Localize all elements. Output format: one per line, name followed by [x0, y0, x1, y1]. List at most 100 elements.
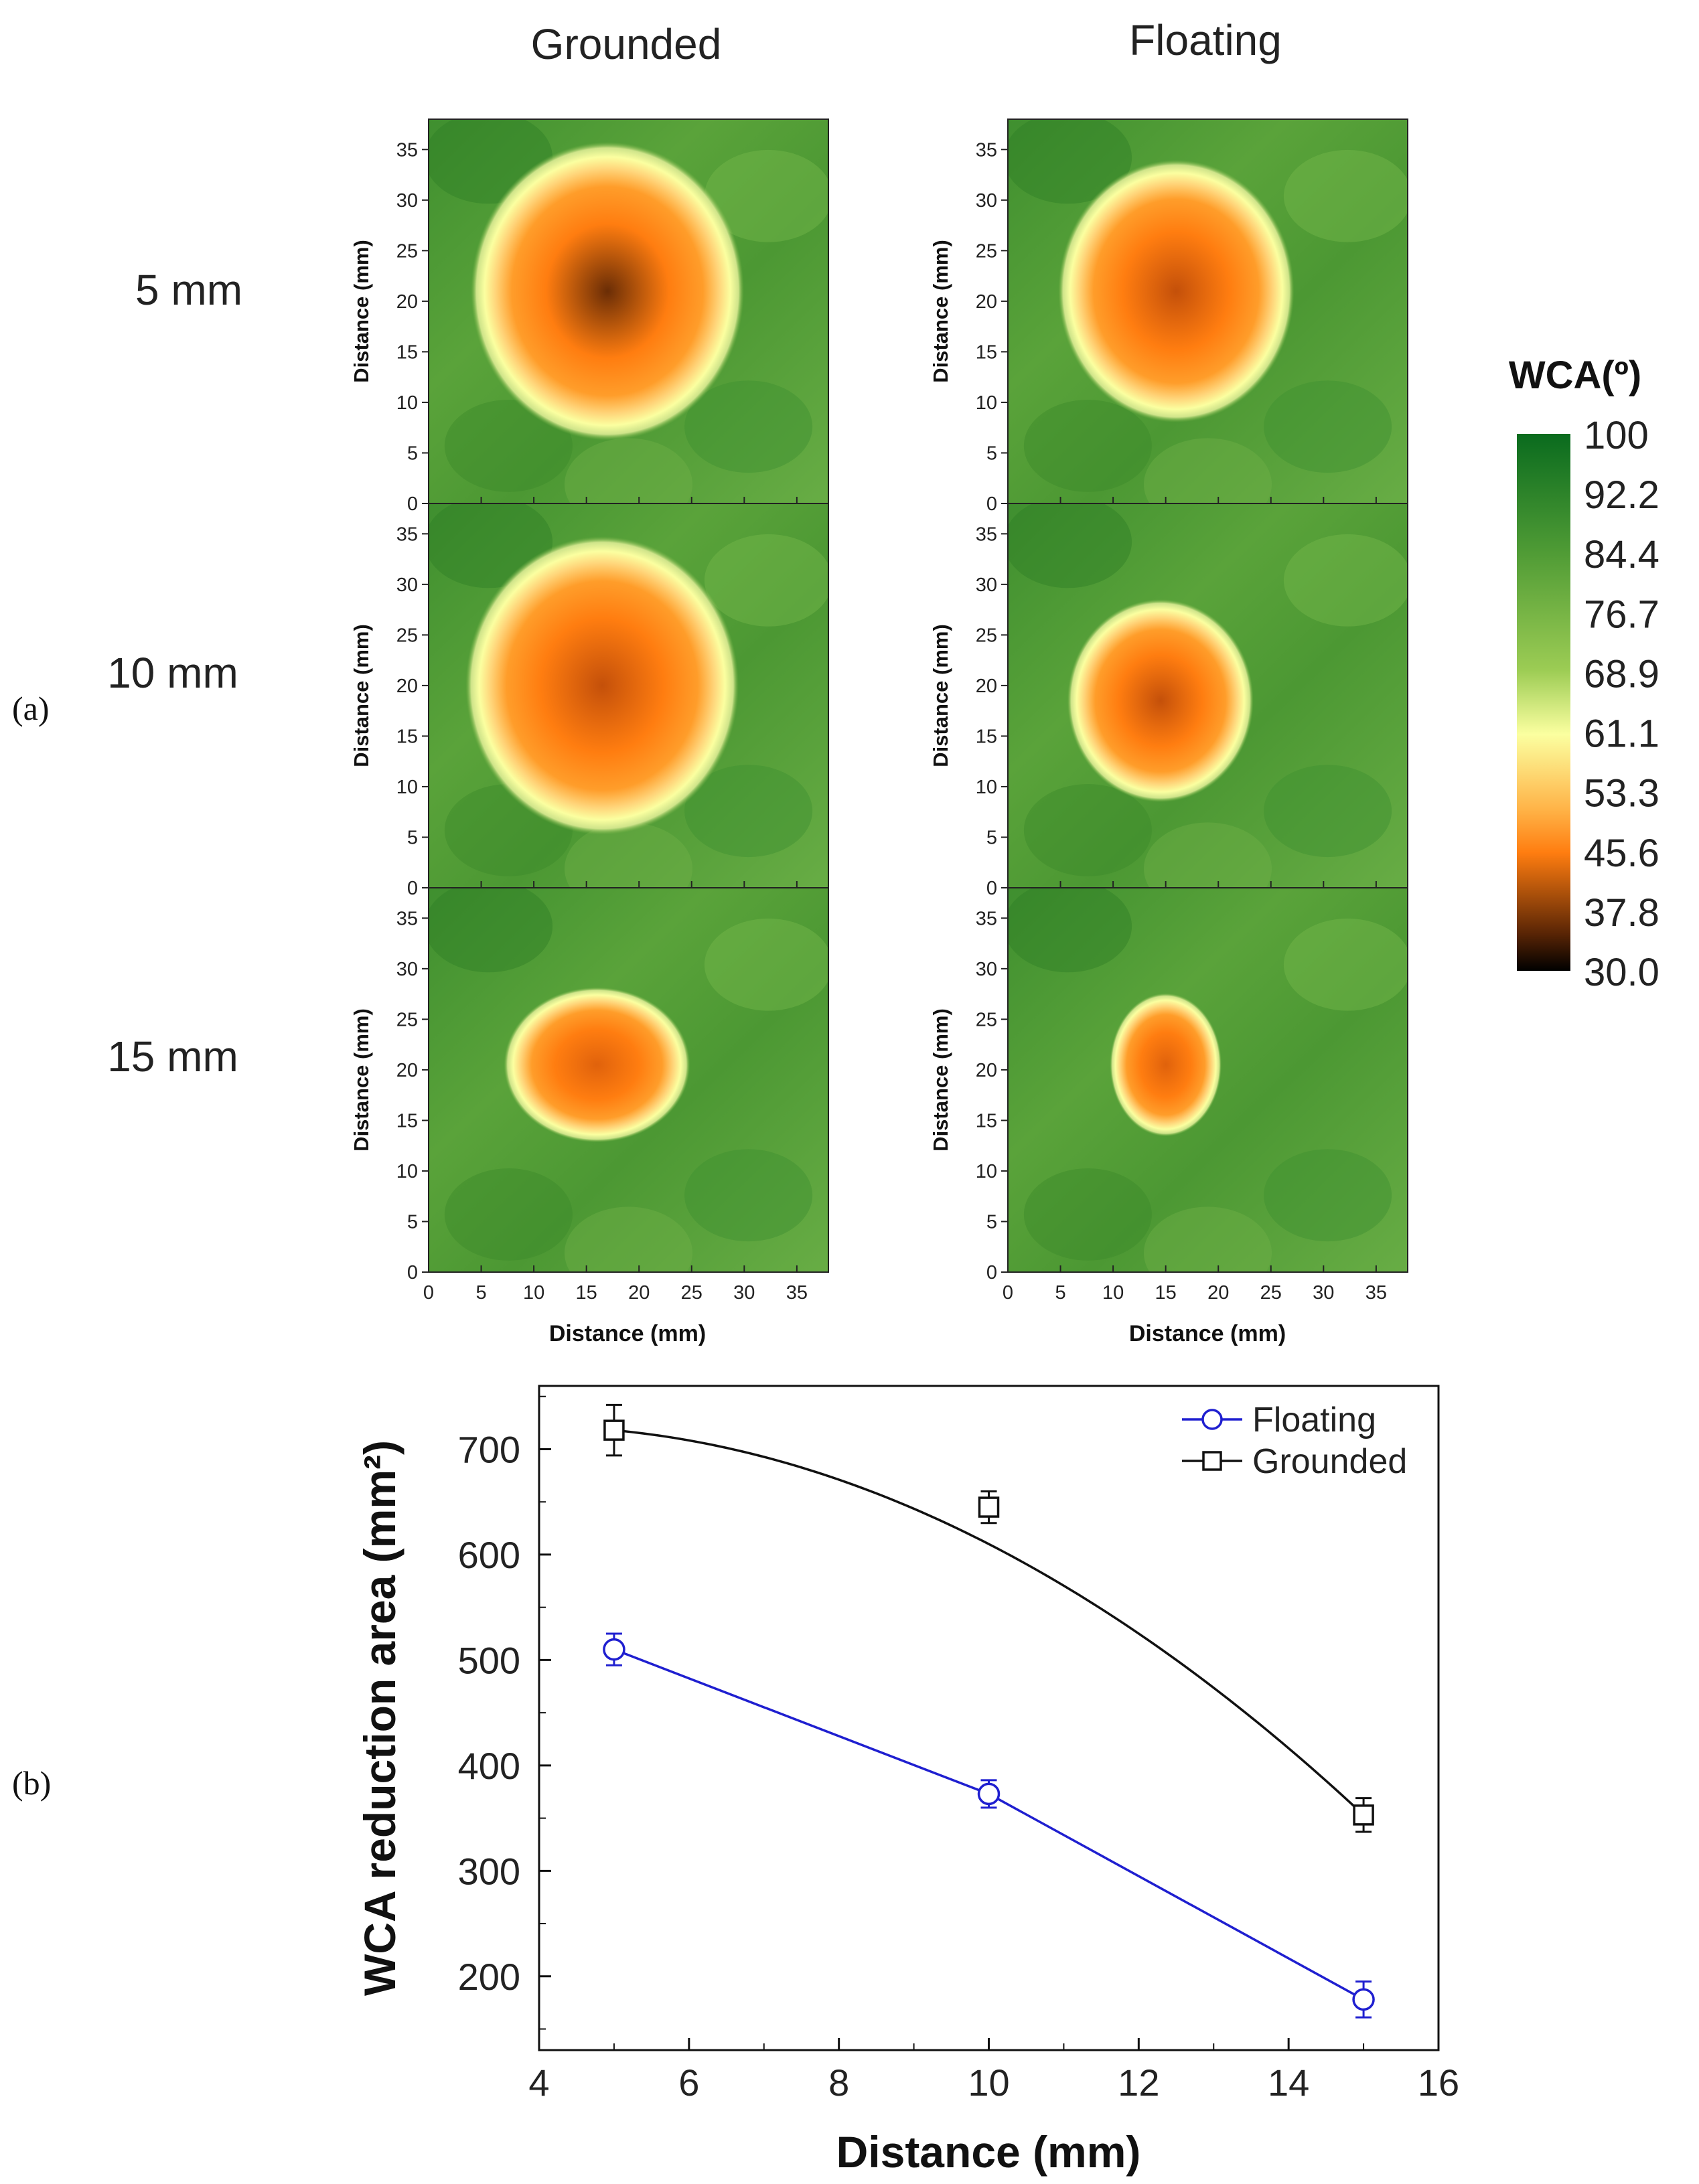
- y-tick-label: 30: [396, 574, 418, 596]
- x-tick-label: 14: [1268, 2061, 1309, 2104]
- heatmap-texture: [1008, 119, 1132, 204]
- x-tick-label: 20: [628, 1282, 650, 1304]
- y-tick-label: 10: [396, 392, 418, 414]
- y-tick-label: 30: [976, 959, 997, 980]
- panel-label-a: (a): [12, 690, 50, 727]
- heatmap-frame: [428, 887, 829, 1273]
- heatmap-texture: [684, 765, 813, 858]
- y-tick-label: 25: [396, 1009, 418, 1030]
- y-tick-label: 35: [396, 139, 418, 161]
- wca-reduction-spot: [471, 141, 745, 441]
- heatmap-grounded-5mm: 0 5 10 15 20 25 30 35 Distance (mm): [350, 119, 829, 515]
- x-tick-label: 25: [681, 1282, 703, 1304]
- y-tick-label: 0: [407, 493, 418, 515]
- heatmap-floating-10mm: 0 5 10 15 20 25 30 35 Distance (mm): [929, 503, 1408, 899]
- heatmap-texture: [684, 380, 813, 473]
- heatmap-grounded-15mm: 0 5 10 15 20 25 30 35 Distance (mm) 0 5 10 15 20 25 30 3…: [350, 887, 829, 1304]
- y-tick-label: 600: [458, 1534, 520, 1576]
- y-tick-label: 30: [976, 190, 997, 212]
- x-tick-label: 35: [786, 1282, 808, 1304]
- heatmap-texture: [444, 400, 573, 492]
- y-tick-label: 20: [976, 676, 997, 697]
- heatmap-texture: [1264, 380, 1392, 473]
- y-tick-label: 5: [986, 827, 997, 848]
- y-tick-label: 30: [396, 959, 418, 980]
- heatmap-texture: [1144, 822, 1272, 888]
- y-tick-label: 20: [396, 676, 418, 697]
- colorbar-gradient: [1517, 434, 1570, 971]
- y-tick-label: 10: [396, 1161, 418, 1182]
- y-tick-label: 5: [986, 1211, 997, 1233]
- heatmap-floating-15mm: 0 5 10 15 20 25 30 35 Distance (mm) 0 5 10 15 20 25 30 3…: [929, 887, 1408, 1304]
- column-title-grounded: Grounded: [531, 20, 722, 68]
- heatmap-texture: [1264, 1149, 1392, 1242]
- data-point: [978, 1496, 1000, 1518]
- legend-label: Grounded: [1252, 1442, 1407, 1481]
- y-tick-label: 5: [986, 443, 997, 464]
- row-label-15mm: 15 mm: [107, 1032, 238, 1081]
- heatmap-texture: [1283, 149, 1408, 242]
- y-tick-label: 10: [976, 777, 997, 798]
- y-tick-label: 30: [976, 574, 997, 596]
- heatmap-texture: [565, 438, 692, 503]
- x-tick-label: 10: [968, 2061, 1009, 2104]
- heatmap-xlabel-right: Distance (mm): [1129, 1321, 1286, 1346]
- y-tick-label: 700: [458, 1428, 520, 1470]
- heatmap-texture: [1023, 784, 1152, 876]
- heatmap-xlabel-left: Distance (mm): [549, 1321, 706, 1346]
- x-tick-label: 30: [733, 1282, 755, 1304]
- heatmap-frame: [1007, 887, 1408, 1273]
- y-tick-label: 35: [976, 524, 997, 545]
- heatmap-ylabel: Distance (mm): [350, 624, 373, 767]
- y-tick-label: 10: [976, 1161, 997, 1182]
- y-tick-label: 20: [396, 1060, 418, 1081]
- y-tick-label: 35: [976, 139, 997, 161]
- data-point: [1352, 1988, 1375, 2011]
- colorbar-tick-label: 37.8: [1584, 891, 1659, 935]
- heatmap-texture: [1023, 1168, 1152, 1261]
- y-tick-label: 15: [396, 341, 418, 363]
- colorbar-title: WCA(º): [1509, 354, 1641, 397]
- wca-reduction-spot: [504, 987, 690, 1143]
- column-title-floating: Floating: [1129, 16, 1282, 64]
- x-tick-label: 4: [528, 2061, 549, 2104]
- heatmap-grounded-10mm: 0 5 10 15 20 25 30 35 Distance (mm): [350, 503, 829, 899]
- y-tick-label: 15: [396, 1110, 418, 1132]
- wca-reduction-spot: [1067, 599, 1254, 803]
- heatmap-texture: [1283, 534, 1408, 627]
- colorbar-tick-label: 76.7: [1584, 593, 1659, 636]
- data-point: [603, 1638, 625, 1661]
- x-tick-label: 0: [423, 1282, 434, 1304]
- y-tick-label: 20: [976, 291, 997, 313]
- heatmap-texture: [1023, 400, 1152, 492]
- heatmap-ylabel: Distance (mm): [929, 624, 952, 767]
- wca-reduction-spot: [1110, 993, 1222, 1137]
- x-tick-label: 0: [1003, 1282, 1013, 1304]
- heatmap-texture: [429, 888, 553, 973]
- heatmap-texture: [1144, 438, 1272, 503]
- y-tick-label: 400: [458, 1745, 520, 1787]
- y-tick-label: 30: [396, 190, 418, 212]
- legend-label: Floating: [1252, 1401, 1376, 1439]
- heatmap-texture: [1008, 888, 1132, 973]
- y-tick-label: 300: [458, 1850, 520, 1892]
- series-line-grounded: [613, 1429, 1365, 1816]
- x-tick-label: 5: [475, 1282, 486, 1304]
- y-tick-label: 35: [976, 908, 997, 929]
- heatmap-texture: [565, 822, 692, 888]
- y-tick-label: 20: [976, 1060, 997, 1081]
- heatmap-texture: [1283, 918, 1408, 1011]
- y-tick-label: 0: [986, 493, 997, 515]
- heatmap-ylabel: Distance (mm): [929, 1008, 952, 1152]
- x-axis-label: Distance (mm): [836, 2127, 1141, 2177]
- x-tick-label: 5: [1055, 1282, 1065, 1304]
- panel-label-b: (b): [12, 1764, 51, 1802]
- y-tick-label: 0: [407, 1262, 418, 1283]
- heatmap-texture: [1264, 765, 1392, 858]
- y-tick-label: 20: [396, 291, 418, 313]
- heatmap-texture: [684, 1149, 813, 1242]
- heatmap-texture: [704, 918, 828, 1011]
- colorbar-tick-label: 84.4: [1584, 533, 1659, 576]
